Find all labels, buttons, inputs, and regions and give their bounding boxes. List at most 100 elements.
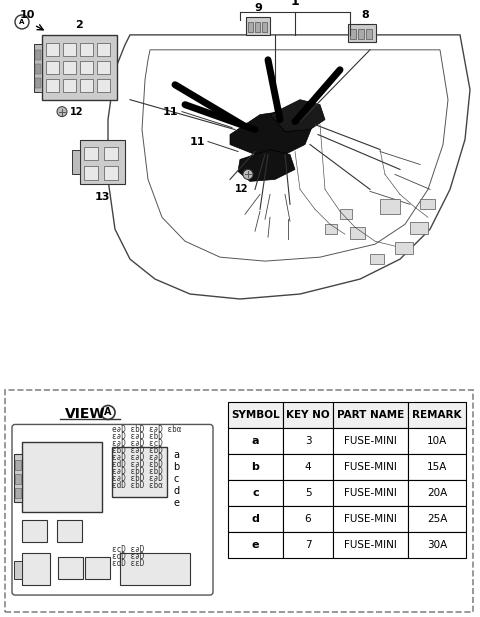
Text: 12: 12 bbox=[235, 184, 249, 194]
Text: d: d bbox=[252, 514, 259, 524]
Bar bbox=[283, 428, 333, 454]
Bar bbox=[22, 442, 102, 512]
Bar bbox=[14, 454, 22, 502]
Text: FUSE-MINI: FUSE-MINI bbox=[344, 488, 397, 499]
Text: 6: 6 bbox=[305, 514, 312, 524]
Bar bbox=[80, 43, 93, 56]
Bar bbox=[283, 532, 333, 558]
Bar bbox=[112, 447, 167, 497]
Bar bbox=[228, 532, 283, 558]
Text: e: e bbox=[252, 540, 259, 550]
Bar bbox=[350, 29, 356, 39]
Text: FUSE-MINI: FUSE-MINI bbox=[344, 514, 397, 524]
Bar bbox=[333, 402, 408, 428]
Bar bbox=[35, 64, 41, 74]
Text: 11: 11 bbox=[190, 136, 205, 146]
Bar bbox=[333, 454, 408, 480]
Text: PART NAME: PART NAME bbox=[337, 410, 404, 420]
Bar bbox=[262, 22, 267, 32]
Text: 2: 2 bbox=[75, 20, 83, 30]
Bar bbox=[15, 488, 21, 499]
Bar bbox=[248, 22, 253, 32]
Text: a: a bbox=[173, 450, 179, 460]
Circle shape bbox=[15, 15, 29, 29]
Bar bbox=[333, 507, 408, 532]
Bar bbox=[97, 79, 110, 92]
Bar bbox=[42, 35, 117, 100]
Text: 11: 11 bbox=[163, 107, 178, 117]
Bar bbox=[46, 43, 59, 56]
Text: ε∂D εbD εbD: ε∂D εbD εbD bbox=[112, 467, 163, 476]
Bar bbox=[348, 24, 376, 42]
Text: SYMBOL: SYMBOL bbox=[231, 410, 280, 420]
Text: εbD ε∂D εbD: εbD ε∂D εbD bbox=[112, 446, 163, 455]
Bar bbox=[410, 222, 428, 234]
Bar bbox=[80, 79, 93, 92]
Text: εdD ε∂D εbD: εdD ε∂D εbD bbox=[112, 460, 163, 469]
Bar bbox=[366, 29, 372, 39]
Bar bbox=[58, 557, 83, 579]
Bar bbox=[340, 209, 352, 219]
Bar bbox=[228, 428, 283, 454]
Bar bbox=[255, 22, 260, 32]
Bar bbox=[84, 167, 98, 180]
Text: 10: 10 bbox=[19, 10, 35, 20]
Bar bbox=[420, 199, 435, 209]
Bar bbox=[72, 149, 80, 175]
Text: KEY NO: KEY NO bbox=[286, 410, 330, 420]
Bar bbox=[84, 146, 98, 160]
Bar bbox=[15, 474, 21, 484]
Bar bbox=[408, 507, 466, 532]
Bar bbox=[22, 553, 50, 585]
Bar bbox=[408, 428, 466, 454]
Text: ε∂D εbD ε∂D: ε∂D εbD ε∂D bbox=[112, 474, 163, 483]
Bar bbox=[22, 520, 47, 542]
Text: b: b bbox=[173, 462, 179, 473]
Bar bbox=[395, 242, 413, 254]
Text: 30A: 30A bbox=[427, 540, 447, 550]
Text: ε∂D ε∂D εcD: ε∂D ε∂D εcD bbox=[112, 439, 163, 448]
Bar bbox=[120, 553, 190, 585]
Text: c: c bbox=[252, 488, 259, 499]
Text: d: d bbox=[173, 486, 179, 496]
Bar bbox=[63, 61, 76, 74]
Bar bbox=[34, 44, 42, 92]
Bar bbox=[46, 61, 59, 74]
Text: 25A: 25A bbox=[427, 514, 447, 524]
Bar bbox=[283, 507, 333, 532]
Bar bbox=[80, 61, 93, 74]
Text: εdD εbD εbα: εdD εbD εbα bbox=[112, 481, 163, 490]
Polygon shape bbox=[238, 149, 295, 181]
Bar bbox=[228, 480, 283, 507]
Text: A: A bbox=[104, 407, 112, 418]
Text: REMARK: REMARK bbox=[412, 410, 462, 420]
Text: 3: 3 bbox=[305, 436, 312, 447]
Text: 10A: 10A bbox=[427, 436, 447, 447]
Text: e: e bbox=[173, 499, 179, 508]
Bar bbox=[63, 79, 76, 92]
Bar bbox=[80, 139, 125, 184]
Bar bbox=[408, 532, 466, 558]
FancyBboxPatch shape bbox=[12, 424, 213, 595]
Bar bbox=[97, 61, 110, 74]
Bar bbox=[14, 561, 22, 579]
Bar bbox=[370, 254, 384, 264]
Text: 5: 5 bbox=[305, 488, 312, 499]
Bar bbox=[350, 227, 365, 239]
Bar bbox=[35, 78, 41, 88]
Bar bbox=[283, 454, 333, 480]
Bar bbox=[228, 454, 283, 480]
Text: 20A: 20A bbox=[427, 488, 447, 499]
Bar bbox=[408, 402, 466, 428]
Text: 7: 7 bbox=[305, 540, 312, 550]
Bar bbox=[104, 167, 118, 180]
Bar bbox=[46, 79, 59, 92]
Text: c: c bbox=[173, 474, 179, 484]
Polygon shape bbox=[270, 100, 325, 131]
Bar bbox=[333, 480, 408, 507]
Text: FUSE-MINI: FUSE-MINI bbox=[344, 540, 397, 550]
Bar bbox=[97, 43, 110, 56]
Text: εdD εεD: εdD εεD bbox=[112, 558, 144, 568]
Text: A: A bbox=[19, 19, 24, 25]
Bar bbox=[325, 224, 337, 234]
